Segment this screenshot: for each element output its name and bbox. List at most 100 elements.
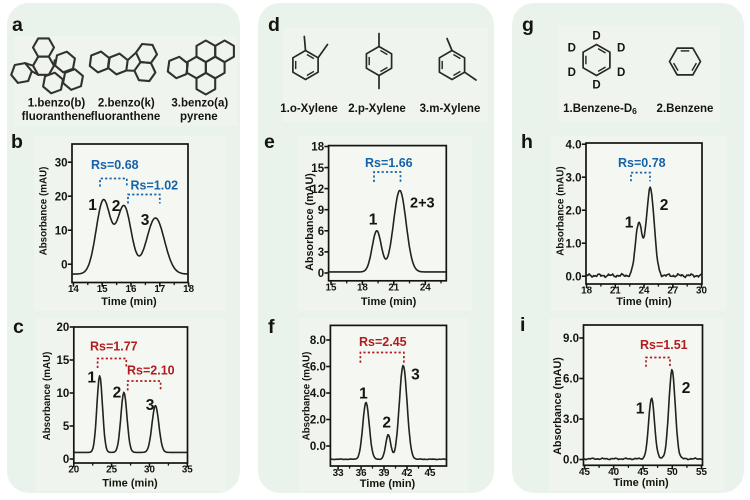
svg-text:Rs=2.10: Rs=2.10 bbox=[127, 364, 175, 378]
svg-text:1: 1 bbox=[88, 197, 97, 214]
svg-text:1: 1 bbox=[359, 385, 368, 402]
svg-text:3.m-Xylene: 3.m-Xylene bbox=[420, 103, 481, 115]
svg-text:2: 2 bbox=[112, 198, 121, 215]
svg-text:i: i bbox=[520, 314, 525, 336]
svg-text:21: 21 bbox=[388, 283, 399, 294]
svg-text:Rs=2.45: Rs=2.45 bbox=[359, 335, 407, 349]
svg-text:3.0: 3.0 bbox=[563, 414, 579, 426]
svg-text:4.0: 4.0 bbox=[566, 139, 582, 151]
svg-text:24: 24 bbox=[420, 283, 431, 294]
svg-text:55: 55 bbox=[696, 467, 707, 478]
svg-text:2: 2 bbox=[660, 197, 669, 214]
svg-text:g: g bbox=[522, 14, 534, 36]
svg-text:Rs=0.68: Rs=0.68 bbox=[91, 158, 139, 172]
svg-text:3: 3 bbox=[318, 247, 324, 259]
svg-text:fluoranthene: fluoranthene bbox=[22, 111, 92, 123]
svg-text:D: D bbox=[592, 79, 600, 91]
svg-text:40: 40 bbox=[608, 467, 619, 478]
svg-text:1: 1 bbox=[625, 214, 634, 231]
svg-text:1: 1 bbox=[636, 400, 645, 417]
svg-text:3: 3 bbox=[146, 397, 155, 414]
svg-text:fluoranthene: fluoranthene bbox=[91, 111, 161, 123]
svg-text:36: 36 bbox=[356, 468, 367, 479]
svg-text:0: 0 bbox=[61, 259, 67, 271]
svg-text:2.benzo(k): 2.benzo(k) bbox=[98, 98, 155, 110]
svg-text:0.0: 0.0 bbox=[310, 441, 326, 453]
svg-text:16: 16 bbox=[126, 284, 137, 295]
svg-text:2.Benzene: 2.Benzene bbox=[657, 103, 714, 115]
svg-text:2: 2 bbox=[382, 414, 391, 431]
svg-text:20: 20 bbox=[68, 465, 79, 476]
svg-text:Time (min): Time (min) bbox=[613, 477, 669, 489]
svg-text:42: 42 bbox=[402, 468, 413, 479]
svg-text:15: 15 bbox=[97, 284, 108, 295]
svg-text:18: 18 bbox=[357, 283, 368, 294]
svg-text:2+3: 2+3 bbox=[410, 196, 435, 212]
svg-text:6.0: 6.0 bbox=[563, 374, 579, 386]
svg-text:21: 21 bbox=[610, 286, 621, 297]
svg-text:D: D bbox=[568, 43, 576, 55]
svg-text:f: f bbox=[268, 316, 275, 338]
svg-text:Absorbance (mAU): Absorbance (mAU) bbox=[304, 173, 316, 271]
svg-text:Time (min): Time (min) bbox=[101, 296, 157, 308]
svg-text:3: 3 bbox=[141, 212, 150, 229]
svg-text:12: 12 bbox=[311, 184, 324, 196]
svg-text:18: 18 bbox=[581, 286, 592, 297]
svg-text:1: 1 bbox=[369, 212, 378, 229]
svg-text:e: e bbox=[264, 131, 275, 153]
svg-text:4.0: 4.0 bbox=[310, 388, 326, 400]
svg-text:10: 10 bbox=[55, 225, 68, 237]
svg-text:1.0: 1.0 bbox=[566, 238, 582, 250]
svg-text:1: 1 bbox=[87, 370, 96, 387]
svg-text:25: 25 bbox=[106, 465, 117, 476]
svg-text:0.0: 0.0 bbox=[566, 271, 582, 283]
svg-text:Time (min): Time (min) bbox=[102, 478, 158, 490]
svg-text:17: 17 bbox=[154, 284, 165, 295]
svg-text:a: a bbox=[12, 14, 23, 36]
svg-text:10: 10 bbox=[57, 388, 70, 400]
svg-text:3.benzo(a): 3.benzo(a) bbox=[171, 98, 228, 110]
svg-text:Rs=1.02: Rs=1.02 bbox=[131, 179, 179, 193]
svg-text:Absorbance (mAU): Absorbance (mAU) bbox=[556, 166, 567, 255]
svg-text:D: D bbox=[592, 30, 600, 42]
svg-text:D: D bbox=[568, 67, 576, 79]
svg-text:45: 45 bbox=[638, 467, 649, 478]
svg-text:c: c bbox=[13, 316, 24, 338]
svg-text:0: 0 bbox=[318, 268, 324, 280]
svg-text:Rs=1.77: Rs=1.77 bbox=[90, 340, 138, 354]
svg-text:8.0: 8.0 bbox=[310, 335, 326, 347]
svg-text:h: h bbox=[521, 131, 533, 153]
svg-text:Absorbance (mAU): Absorbance (mAU) bbox=[302, 352, 313, 441]
svg-text:d: d bbox=[268, 14, 280, 36]
svg-text:30: 30 bbox=[696, 286, 707, 297]
svg-text:0.0: 0.0 bbox=[563, 455, 579, 467]
svg-text:27: 27 bbox=[667, 286, 678, 297]
svg-text:35: 35 bbox=[182, 465, 193, 476]
svg-text:b: b bbox=[11, 131, 23, 153]
svg-text:Time (min): Time (min) bbox=[616, 296, 672, 308]
svg-text:D: D bbox=[617, 43, 625, 55]
svg-text:30: 30 bbox=[55, 157, 68, 169]
svg-text:Absorbance (mAU): Absorbance (mAU) bbox=[42, 352, 53, 441]
svg-text:Time (min): Time (min) bbox=[361, 296, 417, 308]
svg-text:33: 33 bbox=[333, 468, 344, 479]
svg-text:6: 6 bbox=[318, 226, 324, 238]
svg-text:50: 50 bbox=[667, 467, 678, 478]
svg-text:18: 18 bbox=[183, 284, 194, 295]
svg-text:Absorbance (mAU): Absorbance (mAU) bbox=[39, 167, 50, 256]
svg-text:Rs=1.51: Rs=1.51 bbox=[640, 338, 688, 352]
svg-text:14: 14 bbox=[68, 284, 79, 295]
svg-text:1.Benzene-D6: 1.Benzene-D6 bbox=[563, 103, 637, 116]
svg-text:3.0: 3.0 bbox=[566, 172, 582, 184]
svg-text:5: 5 bbox=[63, 421, 70, 433]
svg-text:pyrene: pyrene bbox=[180, 111, 218, 123]
svg-text:45: 45 bbox=[579, 467, 590, 478]
svg-text:Time (min): Time (min) bbox=[360, 478, 416, 490]
svg-text:24: 24 bbox=[639, 286, 650, 297]
svg-text:2: 2 bbox=[113, 385, 122, 402]
svg-text:15: 15 bbox=[311, 163, 324, 175]
svg-text:0: 0 bbox=[63, 454, 69, 466]
svg-text:2.0: 2.0 bbox=[310, 415, 326, 427]
svg-text:1.o-Xylene: 1.o-Xylene bbox=[280, 103, 338, 115]
svg-text:D: D bbox=[617, 67, 625, 79]
